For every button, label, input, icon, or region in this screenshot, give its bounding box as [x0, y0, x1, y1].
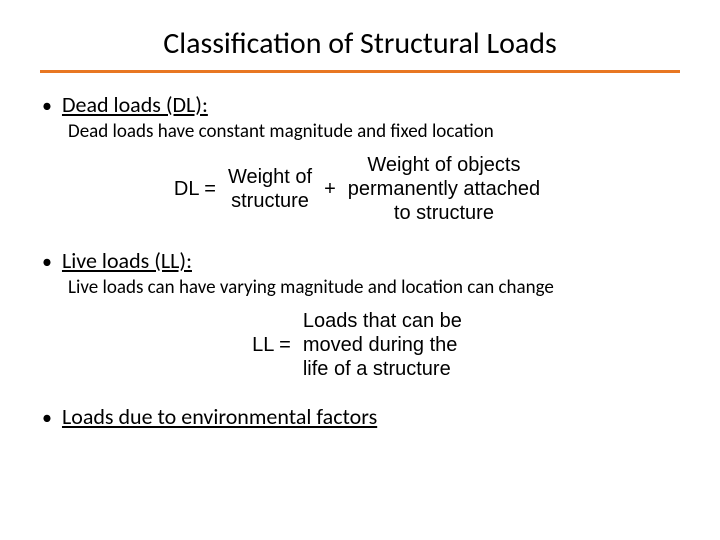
ll-heading: Live loads (LL): [62, 247, 192, 274]
ll-term1-line1: Loads that can be [303, 309, 462, 333]
dl-bullet: • Dead loads (DL): [40, 91, 680, 118]
dl-eq-term1: Weight of structure [228, 165, 312, 213]
env-heading: Loads due to environmental factors [62, 403, 377, 430]
ll-description: Live loads can have varying magnitude an… [68, 276, 680, 299]
dl-eq-plus: + [324, 178, 336, 201]
bullet-marker: • [42, 94, 52, 118]
ll-equation: LL = Loads that can be moved during the … [40, 309, 680, 381]
bullet-marker: • [42, 406, 52, 430]
env-bullet: • Loads due to environmental factors [40, 403, 680, 430]
slide-container: Classification of Structural Loads • Dea… [0, 0, 720, 452]
dl-description: Dead loads have constant magnitude and f… [68, 120, 680, 143]
ll-term1-line2: moved during the [303, 333, 462, 357]
dl-eq-label: DL = [174, 178, 216, 201]
slide-title: Classification of Structural Loads [40, 25, 680, 62]
dl-term2-line2: permanently attached [348, 177, 540, 201]
ll-eq-label: LL = [252, 334, 291, 357]
dl-heading: Dead loads (DL): [62, 91, 208, 118]
title-divider [40, 70, 680, 73]
ll-term1-line3: life of a structure [303, 357, 462, 381]
dl-eq-term2: Weight of objects permanently attached t… [348, 153, 540, 225]
dl-equation: DL = Weight of structure + Weight of obj… [40, 153, 680, 225]
dl-term2-line1: Weight of objects [348, 153, 540, 177]
ll-bullet: • Live loads (LL): [40, 247, 680, 274]
bullet-marker: • [42, 250, 52, 274]
dl-term2-line3: to structure [348, 201, 540, 225]
dl-term1-line1: Weight of [228, 165, 312, 189]
dl-term1-line2: structure [228, 189, 312, 213]
ll-eq-term1: Loads that can be moved during the life … [303, 309, 462, 381]
